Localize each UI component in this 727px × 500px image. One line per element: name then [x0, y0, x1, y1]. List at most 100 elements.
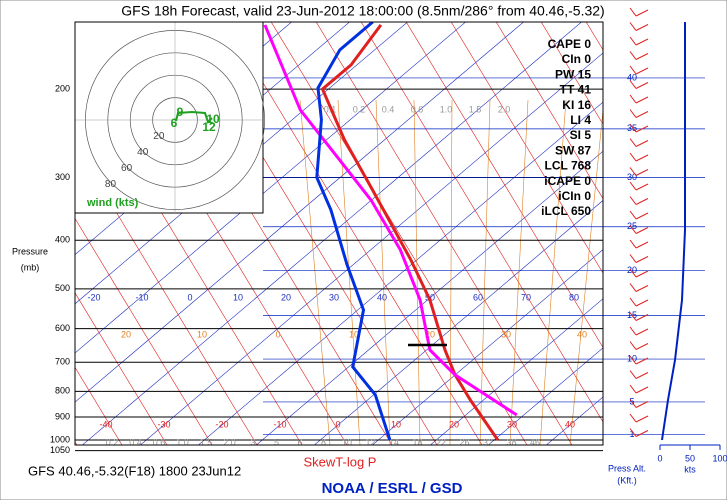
stat-name: KI: [562, 98, 574, 112]
hodograph-point-label: 6: [171, 116, 178, 130]
wind-barb: [629, 65, 649, 75]
stat-value: 0: [584, 52, 591, 66]
isotherm: [487, 347, 603, 445]
temp-label: 0: [335, 419, 340, 429]
wind-barb: [629, 312, 649, 321]
stat-name: iLCL: [541, 204, 567, 218]
temp-label: 40: [565, 419, 575, 429]
mixing-label: 1.0: [440, 104, 453, 114]
stat-name: iCIn: [558, 189, 581, 203]
mixing-line: [449, 99, 453, 445]
mixing-label: 1.5: [200, 437, 213, 447]
wind-barb: [629, 239, 649, 249]
hodograph-box: [74, 21, 264, 214]
orange-label: 30: [501, 329, 511, 339]
mixing-line: [375, 99, 391, 445]
isotherm: [371, 249, 603, 445]
isotherm: [313, 200, 603, 445]
wind-barb: [629, 7, 649, 17]
isotherm: [75, 22, 409, 305]
upper-label: 40: [377, 292, 387, 302]
temp-label: -20: [215, 419, 228, 429]
wind-barb: [629, 22, 649, 31]
mixing-label: 12: [365, 437, 375, 447]
mixing-line: [479, 99, 491, 445]
mixing-label: 10: [342, 437, 352, 447]
upper-label: 20: [281, 292, 291, 302]
dry-adiabat: [270, 22, 528, 445]
mixing-label: 1.5: [469, 104, 482, 114]
mixing-label: 32: [483, 437, 493, 447]
wind-barb: [629, 152, 649, 162]
wind-barb: [629, 138, 649, 147]
dry-adiabat: [315, 22, 573, 445]
wind-barb: [629, 297, 649, 307]
temp-label: 30: [507, 419, 517, 429]
wind-barb: [629, 413, 649, 423]
hodograph-point-label: 12: [202, 120, 216, 134]
stat: CAPE 0: [548, 37, 592, 51]
temp-label: -30: [157, 419, 170, 429]
dry-adiabat: [75, 217, 213, 445]
stat-value: 41: [578, 83, 592, 97]
y-tick-label: 800: [55, 386, 70, 396]
hodograph-ring-label: 80: [105, 179, 117, 190]
isotherm: [81, 22, 583, 445]
dry-adiabat: [75, 143, 258, 445]
y-tick-label: 900: [55, 411, 70, 421]
stat: CIn 0: [562, 52, 592, 66]
wind-barb: [629, 254, 649, 263]
stat: LCL 768: [545, 159, 592, 173]
mixing-label: 0.6: [153, 437, 166, 447]
wind-barb: [629, 94, 649, 104]
temp-label: 10: [391, 419, 401, 429]
profile-line: [320, 24, 500, 441]
wind-tick-label: 100: [712, 453, 727, 463]
mixing-label: 5: [274, 437, 279, 447]
temp-label: -40: [99, 419, 112, 429]
stat-name: PW: [555, 68, 575, 82]
wind-barb: [629, 384, 649, 394]
height-tick-label: 30: [627, 172, 637, 182]
stat: LI 4: [570, 113, 591, 127]
mixing-label: 38: [506, 437, 516, 447]
wind-barb: [629, 167, 649, 176]
wind-barb: [629, 355, 649, 365]
isotherm: [197, 101, 603, 445]
isotherm: [75, 22, 467, 354]
mixing-line: [509, 99, 529, 445]
y-tick-label: 200: [55, 83, 70, 93]
mixing-label: 18: [412, 437, 422, 447]
stat-name: CAPE: [548, 37, 581, 51]
stat: SW 87: [555, 144, 591, 158]
mixing-label: 1.0: [176, 437, 189, 447]
y-tick-label: 400: [55, 235, 70, 245]
wind-barb: [629, 268, 649, 278]
dry-adiabat: [75, 366, 123, 445]
upper-label: 0: [187, 292, 192, 302]
stat-name: iCAPE: [544, 174, 581, 188]
wind-unit: kts: [684, 464, 696, 474]
mixing-line: [539, 99, 567, 445]
orange-label: 10: [349, 329, 359, 339]
y-label: (mb): [21, 262, 40, 272]
wind-barb: [629, 283, 649, 292]
height-tick-label: 40: [627, 72, 637, 82]
upper-label: -20: [87, 292, 100, 302]
mixing-line: [569, 107, 603, 445]
wind-barb: [629, 36, 649, 46]
footer-left: GFS 40.46,-5.32(F18) 1800 23Jun12: [28, 463, 241, 478]
mixing-label: 0.2: [353, 104, 366, 114]
plot-border: [74, 21, 604, 446]
height-tick-label: 5: [629, 396, 634, 406]
isotherm: [75, 22, 351, 256]
wind-barb: [629, 51, 649, 60]
temp-label: -10: [273, 419, 286, 429]
stat-name: CIn: [562, 52, 581, 66]
stat-name: TT: [560, 83, 575, 97]
wind-barb: [629, 370, 649, 379]
mixing-label: 22: [436, 437, 446, 447]
mixing-line: [299, 99, 331, 445]
hodograph-ring-label: 40: [137, 147, 149, 158]
mixing-label: 2.0: [223, 437, 236, 447]
